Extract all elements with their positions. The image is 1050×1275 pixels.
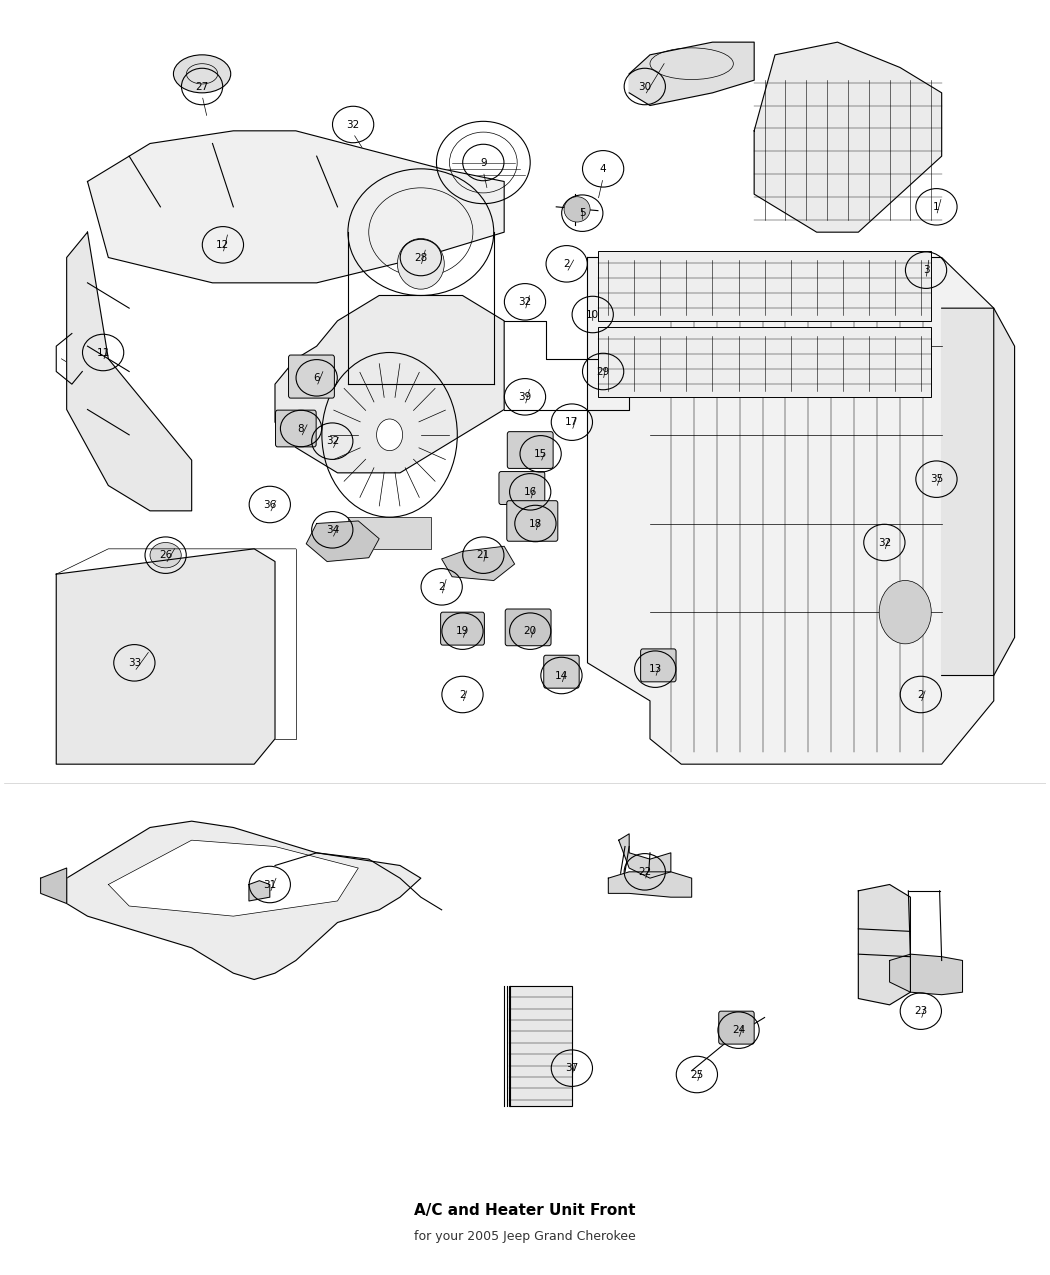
Text: 32: 32 <box>878 538 891 547</box>
Text: 39: 39 <box>519 391 531 402</box>
FancyBboxPatch shape <box>507 501 558 541</box>
Text: 31: 31 <box>264 880 276 890</box>
Polygon shape <box>588 258 993 764</box>
Text: 24: 24 <box>732 1025 745 1035</box>
Text: 36: 36 <box>264 500 276 510</box>
Polygon shape <box>889 954 963 995</box>
Text: 2: 2 <box>438 581 445 592</box>
Polygon shape <box>618 834 671 878</box>
Text: 32: 32 <box>519 297 531 307</box>
FancyBboxPatch shape <box>289 354 334 398</box>
Text: 3: 3 <box>923 265 929 275</box>
Polygon shape <box>66 821 421 979</box>
Polygon shape <box>942 309 1014 676</box>
Text: 29: 29 <box>596 366 610 376</box>
Text: 8: 8 <box>298 423 304 434</box>
Ellipse shape <box>564 196 590 222</box>
Text: 2: 2 <box>918 690 924 700</box>
Polygon shape <box>41 868 66 904</box>
Text: 18: 18 <box>529 519 542 529</box>
Polygon shape <box>348 518 432 548</box>
Text: 2: 2 <box>564 259 570 269</box>
Text: 33: 33 <box>128 658 141 668</box>
Polygon shape <box>629 42 754 106</box>
Text: 6: 6 <box>313 372 320 382</box>
FancyBboxPatch shape <box>275 411 316 446</box>
FancyBboxPatch shape <box>597 251 931 321</box>
Text: 15: 15 <box>534 449 547 459</box>
Polygon shape <box>275 296 504 473</box>
Polygon shape <box>307 521 379 561</box>
Text: 17: 17 <box>565 417 579 427</box>
Ellipse shape <box>150 542 182 567</box>
Text: 20: 20 <box>524 626 537 636</box>
FancyBboxPatch shape <box>640 649 676 682</box>
FancyBboxPatch shape <box>507 432 553 468</box>
Text: 10: 10 <box>586 310 600 320</box>
Ellipse shape <box>879 580 931 644</box>
FancyBboxPatch shape <box>544 655 580 688</box>
Text: 32: 32 <box>326 436 339 446</box>
FancyBboxPatch shape <box>597 328 931 397</box>
Polygon shape <box>858 885 910 1005</box>
Text: 22: 22 <box>638 867 651 877</box>
Polygon shape <box>754 42 942 232</box>
Text: 19: 19 <box>456 626 469 636</box>
Polygon shape <box>442 546 514 580</box>
Text: for your 2005 Jeep Grand Cherokee: for your 2005 Jeep Grand Cherokee <box>414 1230 636 1243</box>
Polygon shape <box>249 881 270 901</box>
Text: 16: 16 <box>524 487 537 497</box>
Ellipse shape <box>173 55 231 93</box>
Text: 30: 30 <box>638 82 651 92</box>
FancyBboxPatch shape <box>499 472 545 505</box>
FancyBboxPatch shape <box>719 1011 754 1044</box>
FancyBboxPatch shape <box>441 612 484 645</box>
Polygon shape <box>108 840 358 917</box>
Text: 11: 11 <box>97 348 110 357</box>
Text: 28: 28 <box>414 252 427 263</box>
Text: 25: 25 <box>690 1070 704 1080</box>
FancyBboxPatch shape <box>505 609 551 645</box>
Text: 35: 35 <box>930 474 943 484</box>
Ellipse shape <box>377 419 402 450</box>
Text: 12: 12 <box>216 240 230 250</box>
Text: 23: 23 <box>915 1006 927 1016</box>
Text: 5: 5 <box>579 208 586 218</box>
Text: 14: 14 <box>554 671 568 681</box>
Polygon shape <box>57 548 275 764</box>
Text: 37: 37 <box>565 1063 579 1074</box>
Text: 9: 9 <box>480 158 486 167</box>
Text: 4: 4 <box>600 163 607 173</box>
Text: 1: 1 <box>933 201 940 212</box>
Text: 27: 27 <box>195 82 209 92</box>
Text: 26: 26 <box>159 551 172 560</box>
Polygon shape <box>608 872 692 898</box>
Polygon shape <box>87 131 504 283</box>
Polygon shape <box>509 986 572 1107</box>
Text: 13: 13 <box>649 664 662 674</box>
Text: 2: 2 <box>459 690 466 700</box>
Text: 34: 34 <box>326 525 339 534</box>
Polygon shape <box>66 232 192 511</box>
Text: 32: 32 <box>346 120 360 130</box>
Text: 21: 21 <box>477 551 490 560</box>
Ellipse shape <box>397 238 444 289</box>
Text: A/C and Heater Unit Front: A/C and Heater Unit Front <box>415 1202 635 1218</box>
